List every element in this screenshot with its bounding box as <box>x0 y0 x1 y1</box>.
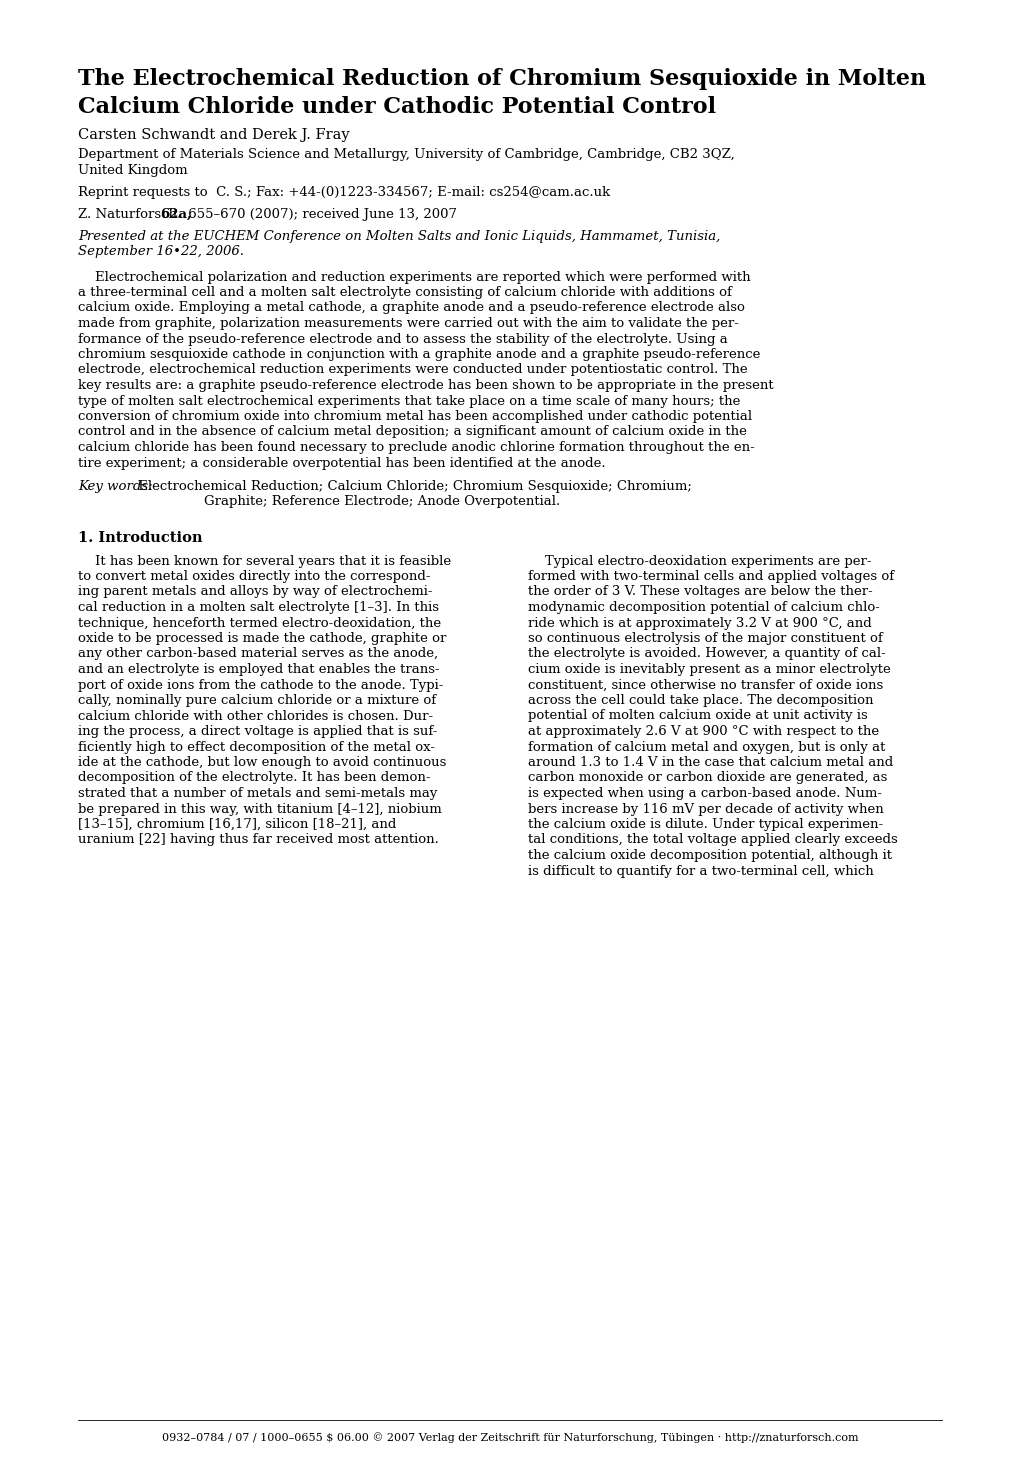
Text: ride which is at approximately 3.2 V at 900 °C, and: ride which is at approximately 3.2 V at … <box>528 616 871 629</box>
Text: any other carbon-based material serves as the anode,: any other carbon-based material serves a… <box>77 647 438 660</box>
Text: uranium [22] having thus far received most attention.: uranium [22] having thus far received mo… <box>77 833 438 847</box>
Text: formed with two-terminal cells and applied voltages of: formed with two-terminal cells and appli… <box>528 570 894 583</box>
Text: the electrolyte is avoided. However, a quantity of cal-: the electrolyte is avoided. However, a q… <box>528 647 884 660</box>
Text: technique, henceforth termed electro-deoxidation, the: technique, henceforth termed electro-deo… <box>77 616 440 629</box>
Text: Electrochemical Reduction; Calcium Chloride; Chromium Sesquioxide; Chromium;: Electrochemical Reduction; Calcium Chlor… <box>133 479 691 492</box>
Text: ficiently high to effect decomposition of the metal ox-: ficiently high to effect decomposition o… <box>77 740 434 753</box>
Text: tire experiment; a considerable overpotential has been identified at the anode.: tire experiment; a considerable overpote… <box>77 456 605 469</box>
Text: the calcium oxide decomposition potential, although it: the calcium oxide decomposition potentia… <box>528 849 892 863</box>
Text: [13–15], chromium [16,17], silicon [18–21], and: [13–15], chromium [16,17], silicon [18–2… <box>77 817 396 830</box>
Text: September 16•22, 2006.: September 16•22, 2006. <box>77 245 244 258</box>
Text: 1. Introduction: 1. Introduction <box>77 530 203 545</box>
Text: Calcium Chloride under Cathodic Potential Control: Calcium Chloride under Cathodic Potentia… <box>77 96 715 118</box>
Text: The Electrochemical Reduction of Chromium Sesquioxide in Molten: The Electrochemical Reduction of Chromiu… <box>77 68 925 90</box>
Text: ide at the cathode, but low enough to avoid continuous: ide at the cathode, but low enough to av… <box>77 756 446 769</box>
Text: formation of calcium metal and oxygen, but is only at: formation of calcium metal and oxygen, b… <box>528 740 884 753</box>
Text: ing the process, a direct voltage is applied that is suf-: ing the process, a direct voltage is app… <box>77 726 437 739</box>
Text: control and in the absence of calcium metal deposition; a significant amount of : control and in the absence of calcium me… <box>77 425 746 439</box>
Text: is difficult to quantify for a two-terminal cell, which: is difficult to quantify for a two-termi… <box>528 864 873 877</box>
Text: decomposition of the electrolyte. It has been demon-: decomposition of the electrolyte. It has… <box>77 772 430 784</box>
Text: and an electrolyte is employed that enables the trans-: and an electrolyte is employed that enab… <box>77 663 439 676</box>
Text: the order of 3 V. These voltages are below the ther-: the order of 3 V. These voltages are bel… <box>528 586 872 599</box>
Text: Typical electro-deoxidation experiments are per-: Typical electro-deoxidation experiments … <box>528 555 870 567</box>
Text: cally, nominally pure calcium chloride or a mixture of: cally, nominally pure calcium chloride o… <box>77 694 436 707</box>
Text: across the cell could take place. The decomposition: across the cell could take place. The de… <box>528 694 872 707</box>
Text: around 1.3 to 1.4 V in the case that calcium metal and: around 1.3 to 1.4 V in the case that cal… <box>528 756 893 769</box>
Text: so continuous electrolysis of the major constituent of: so continuous electrolysis of the major … <box>528 632 881 645</box>
Text: calcium oxide. Employing a metal cathode, a graphite anode and a pseudo-referenc: calcium oxide. Employing a metal cathode… <box>77 302 744 315</box>
Text: electrode, electrochemical reduction experiments were conducted under potentiost: electrode, electrochemical reduction exp… <box>77 363 747 376</box>
Text: calcium chloride has been found necessary to preclude anodic chlorine formation : calcium chloride has been found necessar… <box>77 441 754 455</box>
Text: at approximately 2.6 V at 900 °C with respect to the: at approximately 2.6 V at 900 °C with re… <box>528 726 878 739</box>
Text: is expected when using a carbon-based anode. Num-: is expected when using a carbon-based an… <box>528 787 881 800</box>
Text: Department of Materials Science and Metallurgy, University of Cambridge, Cambrid: Department of Materials Science and Meta… <box>77 149 734 162</box>
Text: strated that a number of metals and semi-metals may: strated that a number of metals and semi… <box>77 787 437 800</box>
Text: key results are: a graphite pseudo-reference electrode has been shown to be appr: key results are: a graphite pseudo-refer… <box>77 379 772 392</box>
Text: Carsten Schwandt and Derek J. Fray: Carsten Schwandt and Derek J. Fray <box>77 128 350 141</box>
Text: calcium chloride with other chlorides is chosen. Dur-: calcium chloride with other chlorides is… <box>77 710 433 723</box>
Text: conversion of chromium oxide into chromium metal has been accomplished under cat: conversion of chromium oxide into chromi… <box>77 409 751 423</box>
Text: 0932–0784 / 07 / 1000–0655 $ 06.00 © 2007 Verlag der Zeitschrift für Naturforsch: 0932–0784 / 07 / 1000–0655 $ 06.00 © 200… <box>162 1432 857 1442</box>
Text: 655–670 (2007); received June 13, 2007: 655–670 (2007); received June 13, 2007 <box>183 208 457 221</box>
Text: a three-terminal cell and a molten salt electrolyte consisting of calcium chlori: a three-terminal cell and a molten salt … <box>77 286 732 299</box>
Text: oxide to be processed is made the cathode, graphite or: oxide to be processed is made the cathod… <box>77 632 446 645</box>
Text: chromium sesquioxide cathode in conjunction with a graphite anode and a graphite: chromium sesquioxide cathode in conjunct… <box>77 348 759 361</box>
Text: port of oxide ions from the cathode to the anode. Typi-: port of oxide ions from the cathode to t… <box>77 679 443 692</box>
Text: United Kingdom: United Kingdom <box>77 165 187 176</box>
Text: bers increase by 116 mV per decade of activity when: bers increase by 116 mV per decade of ac… <box>528 803 882 816</box>
Text: It has been known for several years that it is feasible: It has been known for several years that… <box>77 555 450 567</box>
Text: cal reduction in a molten salt electrolyte [1–3]. In this: cal reduction in a molten salt electroly… <box>77 600 438 613</box>
Text: made from graphite, polarization measurements were carried out with the aim to v: made from graphite, polarization measure… <box>77 318 738 329</box>
Text: Key words:: Key words: <box>77 479 153 492</box>
Text: 62a,: 62a, <box>160 208 192 221</box>
Text: Graphite; Reference Electrode; Anode Overpotential.: Graphite; Reference Electrode; Anode Ove… <box>204 495 559 508</box>
Text: type of molten salt electrochemical experiments that take place on a time scale : type of molten salt electrochemical expe… <box>77 395 740 408</box>
Text: cium oxide is inevitably present as a minor electrolyte: cium oxide is inevitably present as a mi… <box>528 663 890 676</box>
Text: constituent, since otherwise no transfer of oxide ions: constituent, since otherwise no transfer… <box>528 679 882 692</box>
Text: Z. Naturforsch.: Z. Naturforsch. <box>77 208 185 221</box>
Text: Reprint requests to  C. S.; Fax: +44-(0)1223-334567; E-mail: cs254@cam.ac.uk: Reprint requests to C. S.; Fax: +44-(0)1… <box>77 186 609 200</box>
Text: potential of molten calcium oxide at unit activity is: potential of molten calcium oxide at uni… <box>528 710 867 723</box>
Text: Electrochemical polarization and reduction experiments are reported which were p: Electrochemical polarization and reducti… <box>77 271 750 284</box>
Text: formance of the pseudo-reference electrode and to assess the stability of the el: formance of the pseudo-reference electro… <box>77 332 727 345</box>
Text: Presented at the EUCHEM Conference on Molten Salts and Ionic Liquids, Hammamet, : Presented at the EUCHEM Conference on Mo… <box>77 230 719 243</box>
Text: be prepared in this way, with titanium [4–12], niobium: be prepared in this way, with titanium [… <box>77 803 441 816</box>
Text: modynamic decomposition potential of calcium chlo-: modynamic decomposition potential of cal… <box>528 600 879 613</box>
Text: to convert metal oxides directly into the correspond-: to convert metal oxides directly into th… <box>77 570 430 583</box>
Text: ing parent metals and alloys by way of electrochemi-: ing parent metals and alloys by way of e… <box>77 586 432 599</box>
Text: carbon monoxide or carbon dioxide are generated, as: carbon monoxide or carbon dioxide are ge… <box>528 772 887 784</box>
Text: tal conditions, the total voltage applied clearly exceeds: tal conditions, the total voltage applie… <box>528 833 897 847</box>
Text: the calcium oxide is dilute. Under typical experimen-: the calcium oxide is dilute. Under typic… <box>528 817 882 830</box>
